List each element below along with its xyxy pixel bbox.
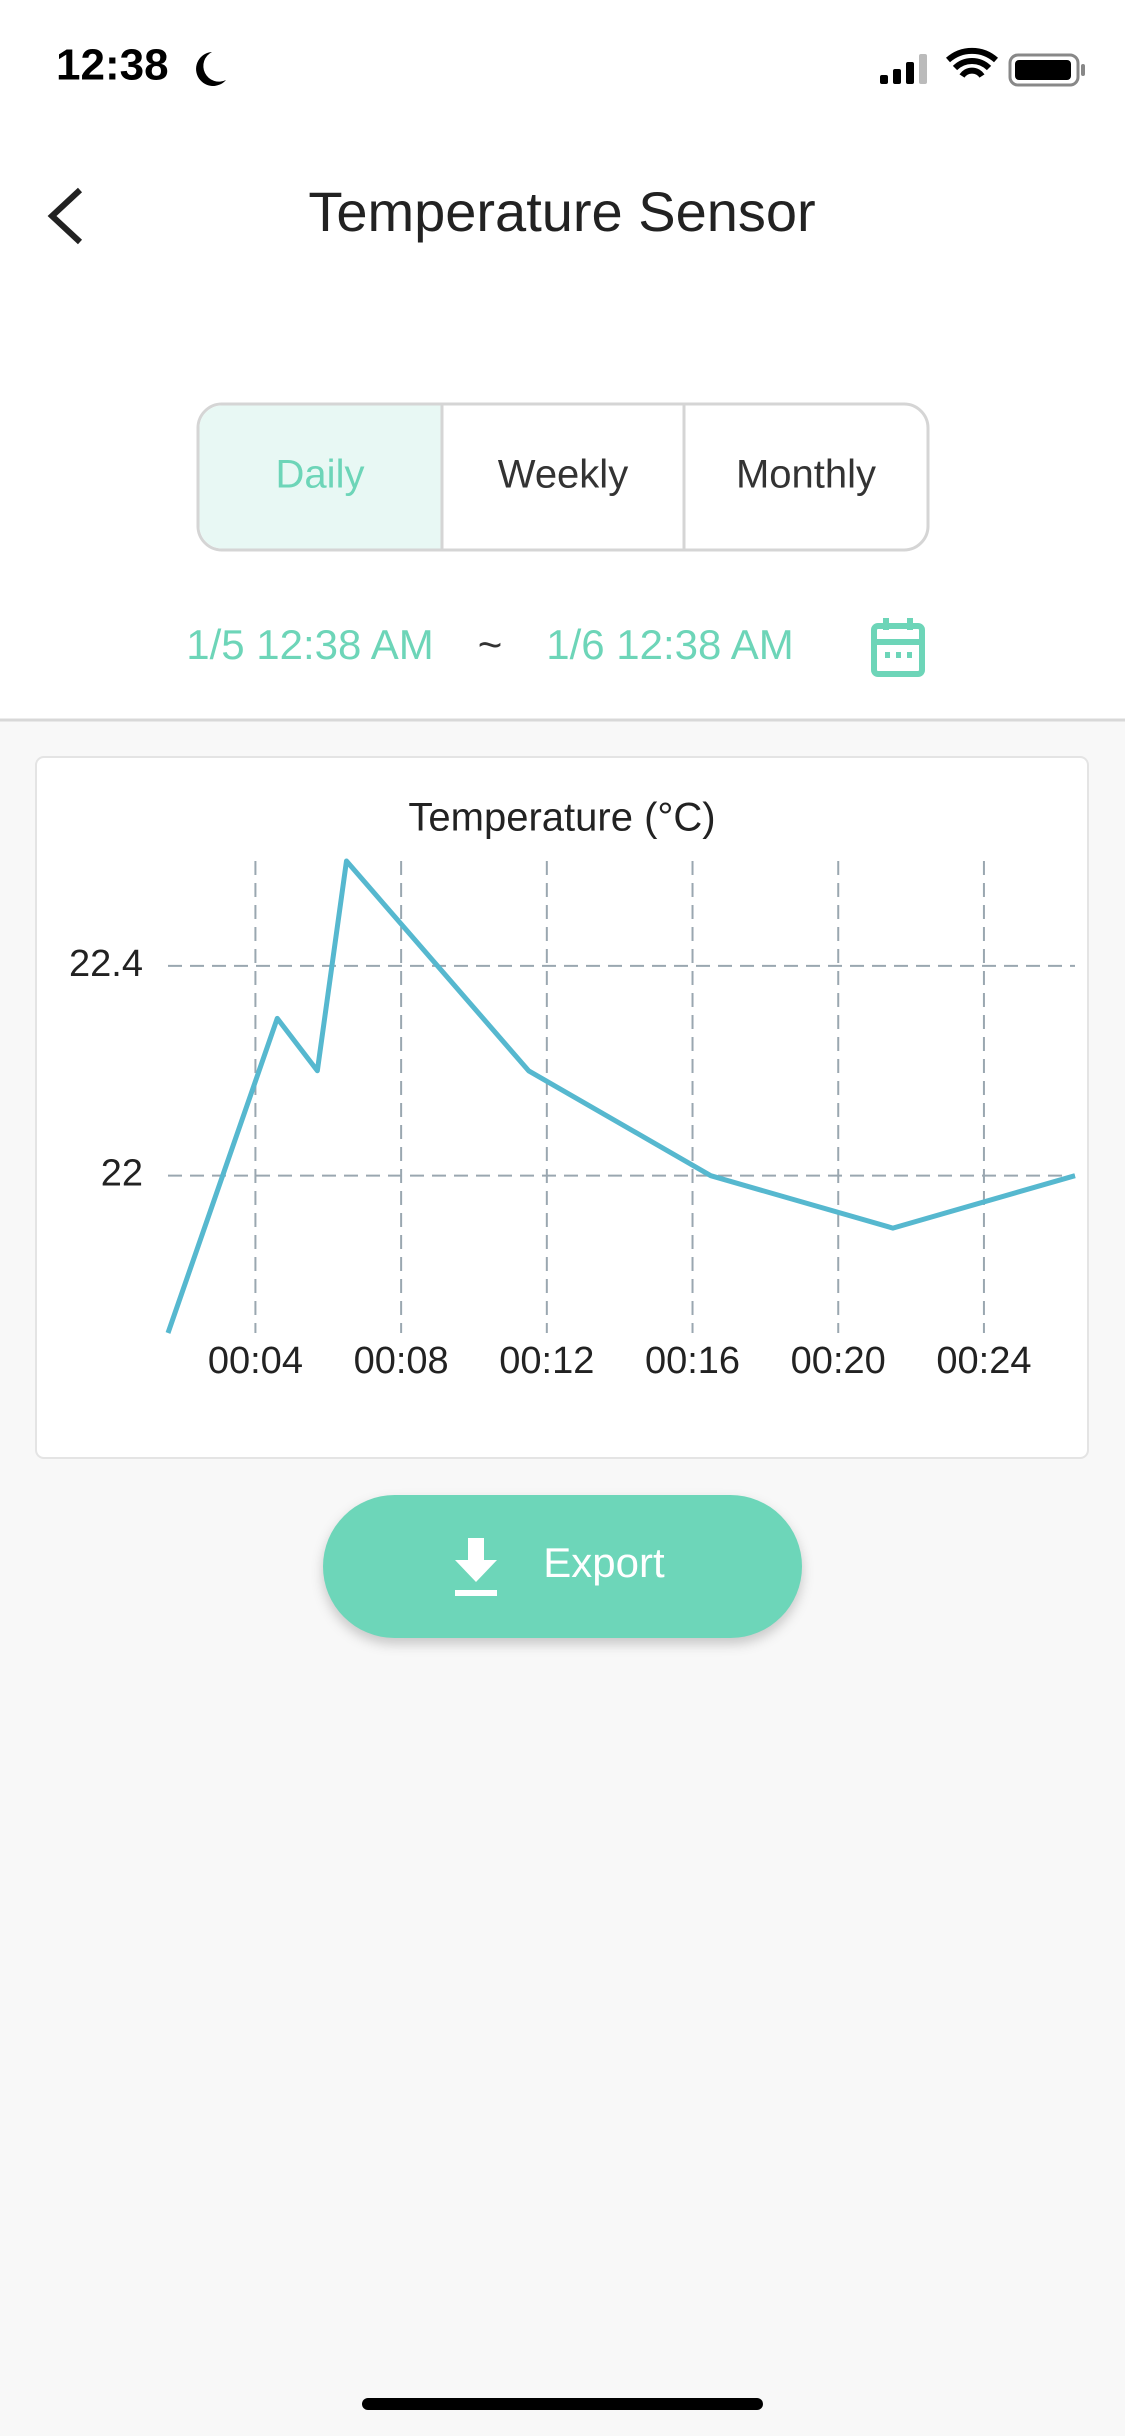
screen-title: Temperature Sensor — [308, 180, 815, 243]
x-tick-label: 00:08 — [354, 1340, 449, 1382]
export-button[interactable] — [323, 1495, 802, 1638]
x-tick-label: 00:20 — [791, 1340, 886, 1382]
tab-daily-bg[interactable] — [199, 405, 442, 549]
battery-icon — [1008, 53, 1085, 87]
tab-monthly[interactable]: Monthly — [736, 453, 876, 497]
period-tabs: Daily Weekly Monthly — [196, 402, 930, 552]
x-tick-label: 00:12 — [499, 1340, 594, 1382]
chart-title: Temperature (°C) — [408, 796, 715, 840]
tab-weekly[interactable]: Weekly — [498, 453, 628, 497]
tab-daily[interactable]: Daily — [276, 453, 365, 497]
date-start[interactable]: 1/5 12:38 AM — [186, 621, 434, 668]
x-tick-label: 00:04 — [208, 1340, 303, 1382]
x-tick-label: 00:16 — [645, 1340, 740, 1382]
date-separator: ~ — [478, 621, 503, 668]
home-indicator — [362, 2398, 763, 2410]
calendar-icon[interactable] — [871, 618, 925, 677]
chart-card — [35, 756, 1089, 1459]
status-time: 12:38 — [56, 41, 169, 90]
x-tick-label: 00:24 — [936, 1340, 1031, 1382]
date-end[interactable]: 1/6 12:38 AM — [546, 621, 794, 668]
wifi-icon — [946, 47, 998, 78]
y-tick-label: 22 — [101, 1153, 143, 1195]
export-label[interactable]: Export — [543, 1539, 665, 1586]
chart: Temperature (°C) 22 22.4 00:04 00:08 00:12 00… — [69, 796, 1076, 1382]
line-series — [165, 858, 1076, 1334]
download-icon — [455, 1538, 497, 1596]
signal-icon — [880, 54, 927, 84]
top-panel — [0, 0, 1125, 720]
back-button[interactable] — [47, 187, 83, 245]
moon-icon — [196, 52, 226, 86]
y-tick-label: 22.4 — [69, 943, 143, 985]
